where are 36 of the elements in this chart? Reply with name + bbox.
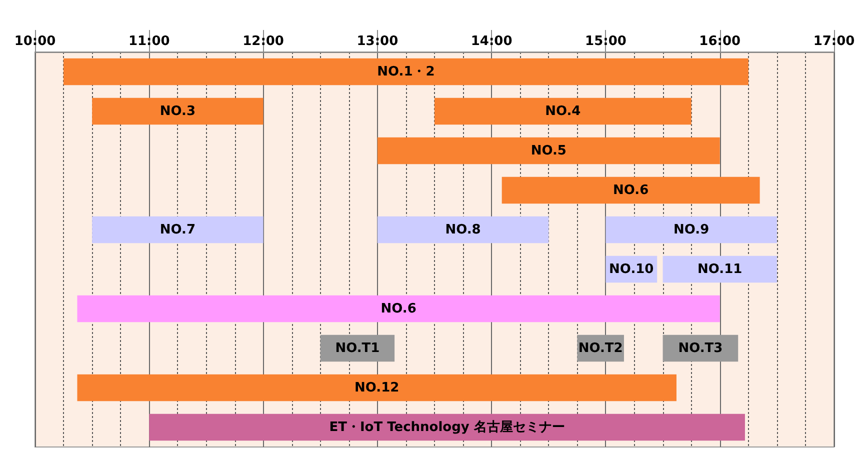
data-label: NO.4: [545, 104, 581, 119]
data-label: ET・IoT Technology 名古屋セミナー: [329, 420, 565, 435]
data-label: NO.3: [160, 104, 196, 119]
data-label: NO.11: [698, 262, 742, 277]
data-label: NO.6: [380, 301, 416, 316]
x-tick-label: 12:00: [242, 34, 284, 49]
bar: [92, 98, 264, 125]
bar: [502, 176, 760, 204]
data-label: NO.9: [674, 222, 710, 238]
bar: [149, 414, 745, 441]
x-tick-label: 14:00: [470, 34, 512, 49]
data-label: NO.8: [445, 222, 481, 238]
bar: [377, 137, 720, 164]
x-tick-label: 16:00: [699, 34, 741, 49]
data-label: NO.6: [613, 182, 649, 198]
bar: [64, 58, 748, 86]
x-tick-label: 15:00: [585, 34, 626, 49]
x-tick-label: 17:00: [813, 34, 855, 49]
bar: [606, 216, 777, 244]
data-label: NO.10: [609, 262, 654, 277]
bar: [434, 98, 692, 125]
bar: [92, 216, 264, 244]
data-label: NO.T2: [578, 340, 623, 356]
data-label: NO.7: [160, 222, 196, 238]
data-label: NO.T3: [678, 340, 723, 356]
x-tick-label: 10:00: [14, 34, 56, 49]
bar: [77, 295, 720, 322]
data-label: NO.5: [530, 143, 566, 158]
data-label: NO.12: [354, 380, 400, 396]
x-tick-label: 11:00: [128, 34, 170, 49]
x-tick-label: 13:00: [356, 34, 398, 49]
bar: [377, 216, 549, 244]
data-label: NO.T1: [335, 340, 380, 356]
data-label: NO.1・2: [377, 64, 435, 80]
bar: [77, 374, 676, 402]
bar: [662, 256, 777, 283]
